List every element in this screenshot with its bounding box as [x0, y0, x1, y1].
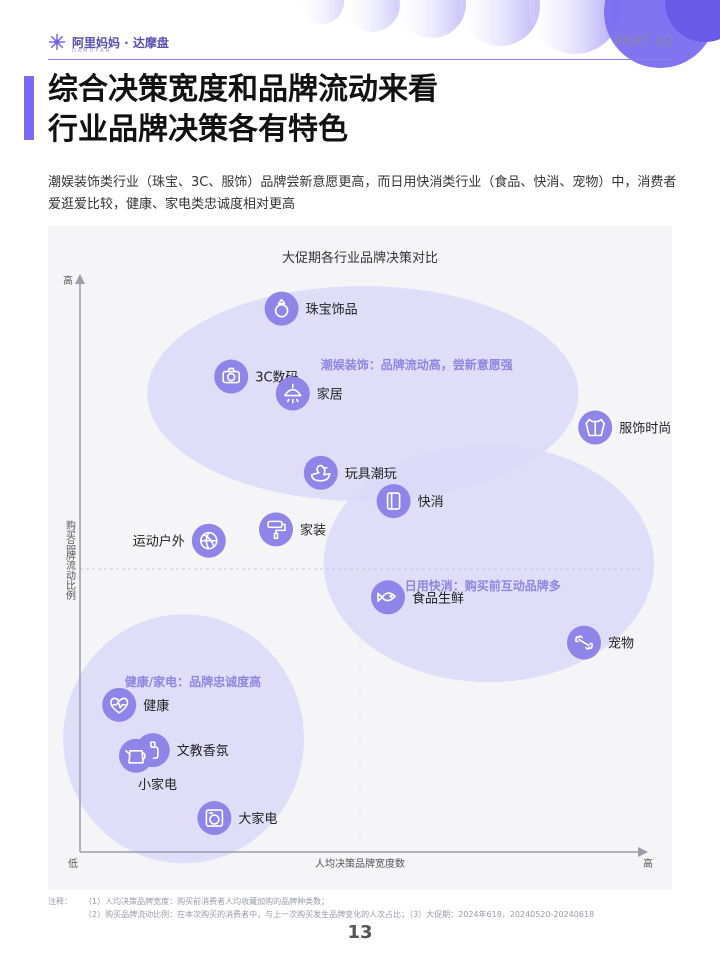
- logo-mark-icon: [49, 34, 65, 50]
- cluster-label-0: 潮娱装饰：品牌流动高，尝新意愿强: [321, 357, 513, 372]
- x-axis-high-label: 高: [643, 857, 653, 870]
- y-axis-arrow-icon: [75, 274, 85, 284]
- point-duck-icon: [303, 455, 338, 490]
- point-marker: [371, 580, 405, 615]
- y-axis-title: 购买品牌流动比例: [64, 519, 76, 601]
- part-label: PART 02: [613, 34, 674, 50]
- point-marker: [214, 359, 249, 394]
- point-marker: [264, 291, 299, 326]
- note-1: （1）人均决策品牌宽度：购买前消费者人均收藏加购的品牌种类数；: [84, 897, 330, 906]
- point-bone-icon: [567, 625, 601, 660]
- cluster-label-1: 日用快消：购买前互动品牌多: [405, 578, 561, 593]
- point-label: 家装: [300, 522, 326, 538]
- page-title-line-2: 行业品牌决策各有特色: [48, 112, 348, 147]
- point-camera-icon: [214, 359, 249, 394]
- cluster-label-2: 健康/家电：品牌忠诚度高: [125, 674, 261, 689]
- point-label: 大家电: [238, 811, 277, 827]
- point-tissue-icon: [376, 484, 411, 519]
- logo-text: 阿里妈妈 · 达摩盘: [72, 35, 169, 50]
- point-marker: [303, 455, 338, 490]
- x-axis-arrow-icon: [638, 847, 648, 857]
- point-marker: [275, 376, 310, 411]
- point-roller-icon: [259, 512, 293, 547]
- logo-subtext: DAMOPAN: [72, 48, 112, 54]
- point-label: 玩具潮玩: [345, 467, 397, 482]
- page-title: 综合决策宽度和品牌流动来看 行业品牌决策各有特色: [48, 70, 438, 150]
- point-label: 文教香氛: [177, 743, 229, 759]
- title-accent-bar: [24, 76, 34, 140]
- point-washer-icon: [197, 801, 232, 836]
- point-marker: [259, 512, 293, 547]
- point-label: 食品生鲜: [412, 590, 464, 606]
- x-axis-title: 人均决策品牌宽度数: [315, 857, 405, 870]
- page-description: 潮娱装饰类行业（珠宝、3C、服饰）品牌尝新意愿更高，而日用快消类行业（食品、快消…: [48, 175, 677, 212]
- x-axis-low-label: 低: [68, 857, 78, 870]
- point-fish-icon: [371, 580, 405, 615]
- point-lamp-icon: [275, 376, 310, 411]
- point-marker: [376, 484, 411, 519]
- point-ball-icon: [191, 523, 226, 558]
- point-kettle-icon: [119, 738, 153, 773]
- point-label: 运动户外: [133, 534, 185, 550]
- logo: 阿里妈妈 · 达摩盘 DAMOPAN: [48, 33, 169, 54]
- header-divider: [48, 59, 674, 60]
- page-title-line-1: 综合决策宽度和品牌流动来看: [48, 72, 438, 107]
- point-marker: [119, 738, 153, 773]
- point-marker: [197, 801, 232, 836]
- notes-label: 注释：: [48, 897, 72, 906]
- page-number: 13: [347, 922, 373, 943]
- point-label: 珠宝饰品: [306, 303, 358, 318]
- footnotes: 注释： （1）人均决策品牌宽度：购买前消费者人均收藏加购的品牌种类数； （2）购买…: [48, 895, 594, 921]
- point-label: 服饰时尚: [619, 422, 671, 437]
- point-label: 家居: [317, 387, 343, 403]
- cluster-ellipse-2: [63, 614, 304, 864]
- point-label: 小家电: [138, 777, 177, 793]
- y-axis-high-label: 高: [63, 274, 73, 287]
- point-ring-icon: [264, 291, 299, 326]
- point-heart-icon: [102, 687, 137, 722]
- point-label: 健康: [143, 698, 169, 714]
- chart-title: 大促期各行业品牌决策对比: [282, 250, 438, 266]
- point-label: 快消: [418, 495, 444, 510]
- point-label: 宠物: [608, 636, 634, 652]
- note-2: （2）购买品牌流动比例：在本次购买的消费者中，与上一次购买发生品牌变化的人次占比…: [84, 910, 595, 919]
- point-shirt-icon: [578, 410, 613, 445]
